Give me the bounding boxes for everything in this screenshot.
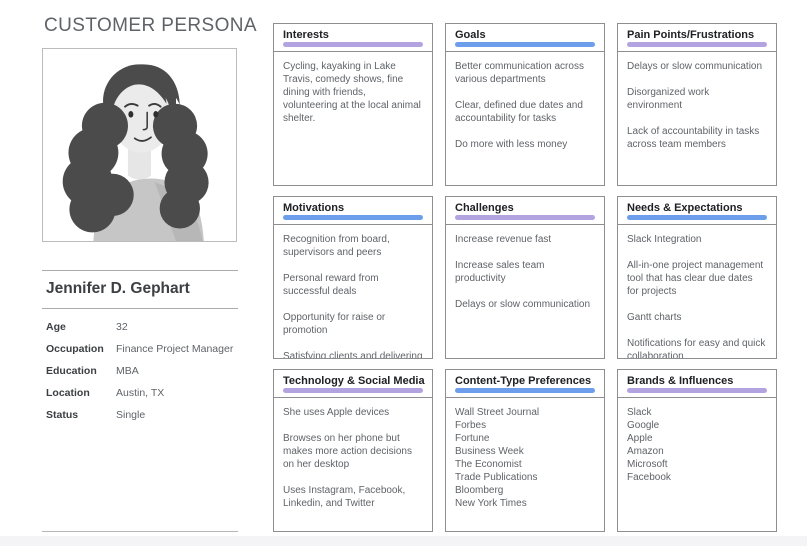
card-body: Slack Integration All-in-one project man… bbox=[627, 234, 766, 359]
card-motivations: Motivations Recognition from board, supe… bbox=[273, 196, 433, 359]
card-title: Pain Points/Frustrations bbox=[627, 29, 755, 41]
attribute-value-occupation: Finance Project Manager bbox=[116, 343, 234, 355]
card-title: Needs & Expectations bbox=[627, 202, 743, 214]
card-goals: Goals Better communication across variou… bbox=[445, 23, 605, 186]
accent-bar bbox=[283, 42, 423, 47]
accent-bar bbox=[455, 215, 595, 220]
card-title: Technology & Social Media bbox=[283, 375, 425, 387]
card-header: Motivations bbox=[274, 197, 432, 225]
accent-bar bbox=[455, 388, 595, 393]
name-block: Jennifer D. Gephart bbox=[42, 270, 238, 309]
card-pain-points: Pain Points/Frustrations Delays or slow … bbox=[617, 23, 777, 186]
persona-attributes: Age 32 Occupation Finance Project Manage… bbox=[46, 321, 261, 421]
card-challenges: Challenges Increase revenue fast Increas… bbox=[445, 196, 605, 359]
sidebar-bottom-divider bbox=[42, 531, 238, 532]
persona-name: Jennifer D. Gephart bbox=[46, 280, 190, 297]
card-title: Content-Type Preferences bbox=[455, 375, 592, 387]
card-technology-social-media: Technology & Social Media She uses Apple… bbox=[273, 369, 433, 532]
card-body: She uses Apple devices Browses on her ph… bbox=[283, 407, 412, 509]
card-brands-influences: Brands & Influences Slack Google Apple A… bbox=[617, 369, 777, 532]
attribute-label-education: Education bbox=[46, 365, 97, 377]
attribute-label-age: Age bbox=[46, 321, 66, 333]
card-interests: Interests Cycling, kayaking in Lake Trav… bbox=[273, 23, 433, 186]
card-header: Brands & Influences bbox=[618, 370, 776, 398]
card-body: Slack Google Apple Amazon Microsoft Face… bbox=[627, 407, 671, 483]
card-header: Pain Points/Frustrations bbox=[618, 24, 776, 52]
attribute-label-occupation: Occupation bbox=[46, 343, 104, 355]
card-header: Challenges bbox=[446, 197, 604, 225]
card-title: Challenges bbox=[455, 202, 514, 214]
card-header: Interests bbox=[274, 24, 432, 52]
page-title: CUSTOMER PERSONA bbox=[44, 15, 257, 36]
page-bottom-edge bbox=[0, 536, 807, 546]
persona-card-grid: Interests Cycling, kayaking in Lake Trav… bbox=[273, 23, 777, 532]
accent-bar bbox=[283, 388, 423, 393]
card-body: Wall Street Journal Forbes Fortune Busin… bbox=[455, 407, 540, 509]
card-needs-expectations: Needs & Expectations Slack Integration A… bbox=[617, 196, 777, 359]
persona-avatar-illustration bbox=[43, 49, 236, 241]
attribute-label-location: Location bbox=[46, 387, 90, 399]
accent-bar bbox=[627, 42, 767, 47]
card-body: Recognition from board, supervisors and … bbox=[283, 234, 423, 359]
card-title: Goals bbox=[455, 29, 486, 41]
attribute-value-status: Single bbox=[116, 409, 146, 421]
card-header: Technology & Social Media bbox=[274, 370, 432, 398]
card-content-type-preferences: Content-Type Preferences Wall Street Jou… bbox=[445, 369, 605, 532]
card-body: Better communication across various depa… bbox=[455, 61, 584, 150]
card-header: Content-Type Preferences bbox=[446, 370, 604, 398]
card-title: Motivations bbox=[283, 202, 345, 214]
card-header: Goals bbox=[446, 24, 604, 52]
attribute-value-age: 32 bbox=[116, 321, 128, 333]
accent-bar bbox=[455, 42, 595, 47]
attribute-value-location: Austin, TX bbox=[116, 387, 165, 399]
attribute-value-education: MBA bbox=[116, 365, 139, 377]
card-body: Increase revenue fast Increase sales tea… bbox=[455, 234, 591, 310]
card-body: Cycling, kayaking in Lake Travis, comedy… bbox=[283, 61, 421, 124]
avatar-frame bbox=[42, 48, 237, 242]
card-title: Interests bbox=[283, 29, 329, 41]
attribute-label-status: Status bbox=[46, 409, 79, 421]
card-header: Needs & Expectations bbox=[618, 197, 776, 225]
accent-bar bbox=[283, 215, 423, 220]
accent-bar bbox=[627, 388, 767, 393]
card-body: Delays or slow communication Disorganize… bbox=[627, 61, 763, 150]
card-title: Brands & Influences bbox=[627, 375, 734, 387]
accent-bar bbox=[627, 215, 767, 220]
